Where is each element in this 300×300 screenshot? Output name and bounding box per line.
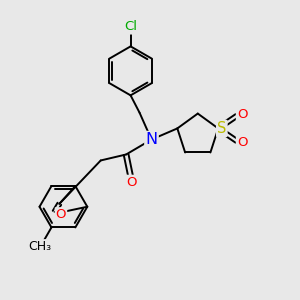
Text: O: O	[237, 136, 247, 149]
Text: Cl: Cl	[124, 20, 137, 34]
Text: O: O	[237, 108, 247, 121]
Text: O: O	[56, 208, 66, 221]
Text: N: N	[146, 132, 158, 147]
Text: O: O	[126, 176, 136, 189]
Text: S: S	[217, 121, 226, 136]
Text: CH₃: CH₃	[28, 240, 51, 253]
